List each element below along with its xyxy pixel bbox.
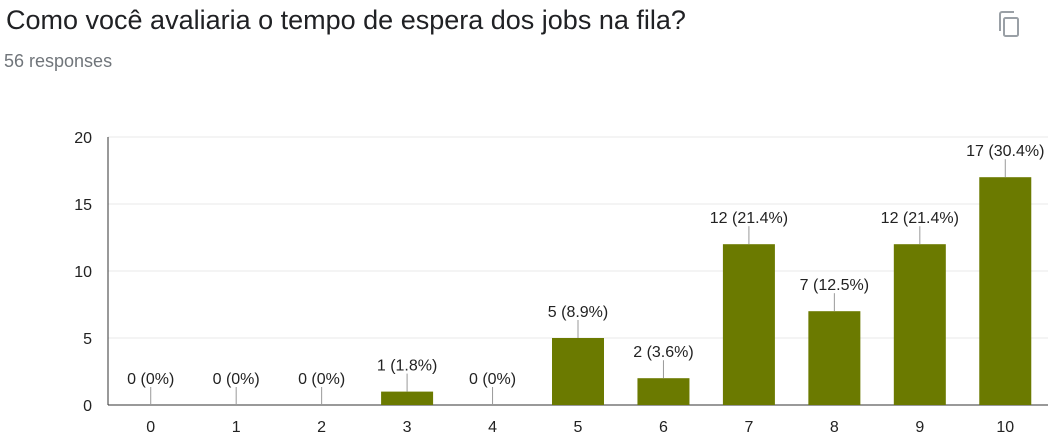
- bar: [552, 338, 604, 405]
- response-count: 56 responses: [4, 51, 113, 71]
- x-tick-label: 6: [659, 419, 668, 436]
- data-label: 2 (3.6%): [633, 344, 693, 361]
- question-title: Como você avaliaria o tempo de espera do…: [6, 5, 686, 35]
- bar: [381, 391, 434, 405]
- bar: [808, 311, 861, 405]
- x-tick-label: 7: [744, 419, 753, 436]
- data-label: 12 (21.4%): [710, 210, 788, 227]
- bar: [722, 244, 775, 405]
- data-label: 0 (0%): [469, 371, 516, 388]
- data-label: 0 (0%): [298, 371, 345, 388]
- data-label: 1 (1.8%): [377, 358, 437, 375]
- bar: [893, 244, 946, 405]
- x-tick-label: 10: [996, 419, 1014, 436]
- copy-chart-button[interactable]: [994, 6, 1028, 40]
- data-label: 12 (21.4%): [881, 210, 959, 227]
- x-tick-label: 2: [317, 419, 326, 436]
- y-tick-label: 0: [83, 398, 92, 415]
- bar: [979, 177, 1032, 405]
- x-tick-label: 4: [488, 419, 497, 436]
- y-tick-label: 20: [74, 130, 92, 147]
- data-label: 5 (8.9%): [548, 304, 608, 321]
- data-label: 7 (12.5%): [800, 277, 869, 294]
- x-tick-label: 8: [830, 419, 839, 436]
- x-tick-label: 9: [915, 419, 924, 436]
- data-label: 0 (0%): [213, 371, 260, 388]
- x-tick-label: 3: [403, 419, 412, 436]
- data-label: 0 (0%): [127, 371, 174, 388]
- y-tick-label: 5: [83, 331, 92, 348]
- x-tick-label: 5: [574, 419, 583, 436]
- x-tick-label: 0: [146, 419, 155, 436]
- x-tick-label: 1: [232, 419, 241, 436]
- copy-icon: [999, 11, 1019, 37]
- bar: [637, 378, 690, 405]
- y-tick-label: 15: [74, 197, 92, 214]
- y-tick-label: 10: [74, 264, 92, 281]
- data-label: 17 (30.4%): [966, 143, 1044, 160]
